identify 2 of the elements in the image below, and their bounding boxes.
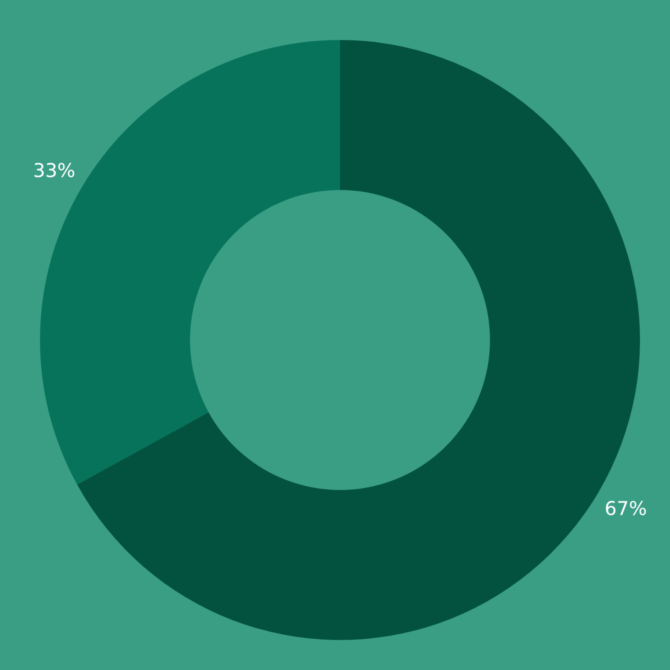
data-label: 33%: [33, 160, 76, 182]
data-label: 67%: [604, 498, 647, 520]
